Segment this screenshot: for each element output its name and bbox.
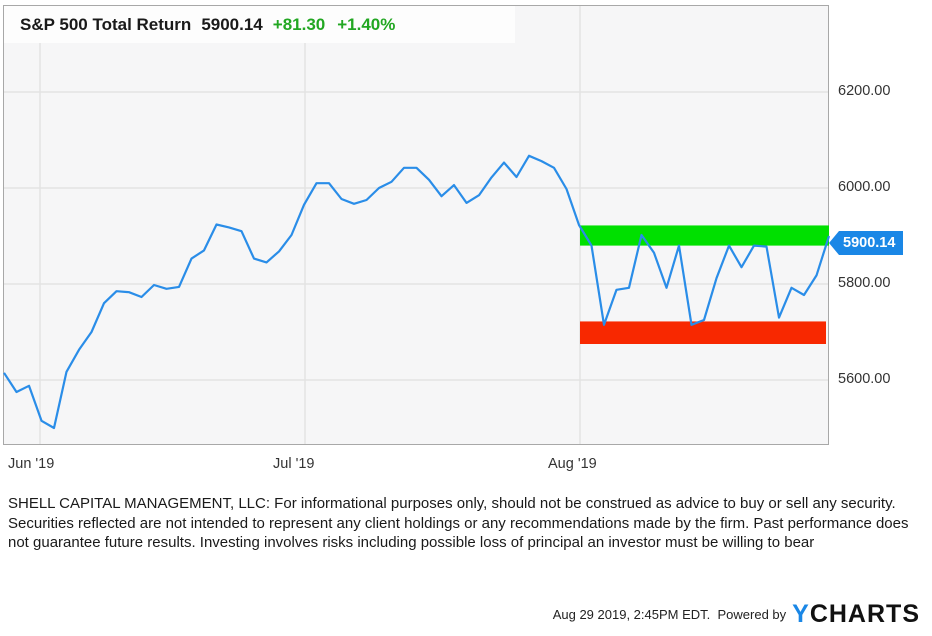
y-tick-label: 6200.00 — [838, 83, 891, 99]
support-band — [580, 321, 826, 344]
price-chart — [3, 6, 831, 444]
gridlines — [4, 6, 828, 444]
marker-arrow-icon — [829, 231, 839, 255]
chart-plot-area[interactable] — [3, 5, 829, 445]
ycharts-logo[interactable]: YCHARTS — [792, 600, 920, 628]
x-tick-label: Jun '19 — [8, 456, 55, 472]
y-tick-label: 5800.00 — [838, 275, 891, 291]
price-change: +81.30 — [272, 14, 326, 34]
y-tick-label: 5600.00 — [838, 371, 891, 387]
timestamp: Aug 29 2019, 2:45PM EDT. Powered by — [552, 607, 787, 622]
x-tick-label: Jul '19 — [273, 456, 315, 472]
last-value: 5900.14 — [201, 14, 263, 34]
resistance-band — [580, 225, 829, 246]
disclaimer-text: SHELL CAPITAL MANAGEMENT, LLC: For infor… — [8, 495, 909, 551]
chart-header: S&P 500 Total Return 5900.14 +81.30 +1.4… — [4, 6, 515, 43]
percent-change: +1.40% — [337, 14, 396, 34]
x-tick-label: Aug '19 — [548, 456, 597, 472]
price-line — [3, 154, 831, 430]
last-price-marker: 5900.14 — [829, 231, 904, 255]
y-tick-label: 6000.00 — [838, 179, 891, 195]
footer: Aug 29 2019, 2:45PM EDT. Powered by YCHA… — [553, 600, 920, 629]
security-name: S&P 500 Total Return — [20, 14, 192, 34]
last-price-label: 5900.14 — [839, 231, 904, 255]
